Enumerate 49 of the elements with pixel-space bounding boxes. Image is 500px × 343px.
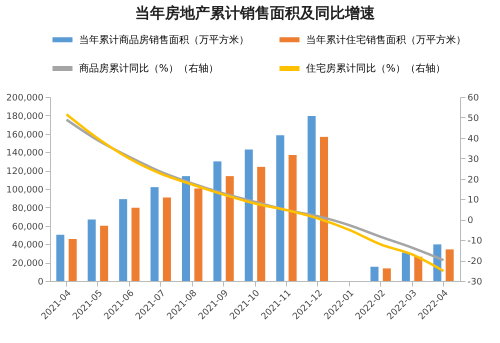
y2-tick-label: 30 [468,154,480,165]
y-tick-label: 40,000 [12,240,44,251]
bar [370,266,379,281]
y-tick-label: 100,000 [6,186,44,196]
bar [276,135,284,281]
bar [414,256,422,281]
bar [244,149,253,281]
legend-label: 当年累计商品房销售面积（万平方米） [79,34,249,46]
bar [68,239,77,281]
bar [320,136,328,281]
y-tick-label: 80,000 [12,204,44,214]
y-tick-label: 180,000 [6,112,44,122]
bar [257,166,266,281]
bar [226,176,234,281]
y2-tick-label: -30 [468,278,482,288]
legend-label: 当年累计住宅销售面积（万平方米） [306,34,466,46]
y-tick-label: 140,000 [6,148,44,159]
bar [446,249,454,281]
bar [382,268,391,281]
y-tick-label: 0 [38,278,44,288]
bar [56,234,64,281]
bar [288,154,297,281]
chart-title: 当年房地产累计销售面积及同比增速 [135,4,376,22]
bar [213,161,222,281]
y-tick-label: 200,000 [6,94,44,104]
y2-tick-label: 20 [468,175,480,186]
y2-tick-label: 40 [468,134,480,144]
y-tick-label: 160,000 [6,130,44,140]
bar [119,199,128,281]
y2-tick-label: -20 [468,257,482,268]
bar [308,116,316,281]
y2-tick-label: 0 [468,216,474,226]
y-tick-label: 20,000 [12,259,44,270]
y2-tick-label: 60 [468,94,480,104]
bar [162,197,171,281]
y-tick-label: 120,000 [6,167,44,178]
y2-tick-label: 50 [468,114,480,124]
y2-tick-label: -10 [468,236,482,247]
bar [150,187,159,281]
bar [194,188,202,281]
y2-tick-label: 10 [468,196,480,206]
bar [100,226,108,281]
bar [88,219,96,281]
legend-label: 商品房累计同比（%）（右轴） [79,62,219,74]
bar [131,208,140,281]
bar [182,176,190,281]
y-tick-label: 60,000 [12,222,44,232]
bar [402,252,410,281]
legend-label: 住宅房累计同比（%）（右轴） [306,62,446,74]
